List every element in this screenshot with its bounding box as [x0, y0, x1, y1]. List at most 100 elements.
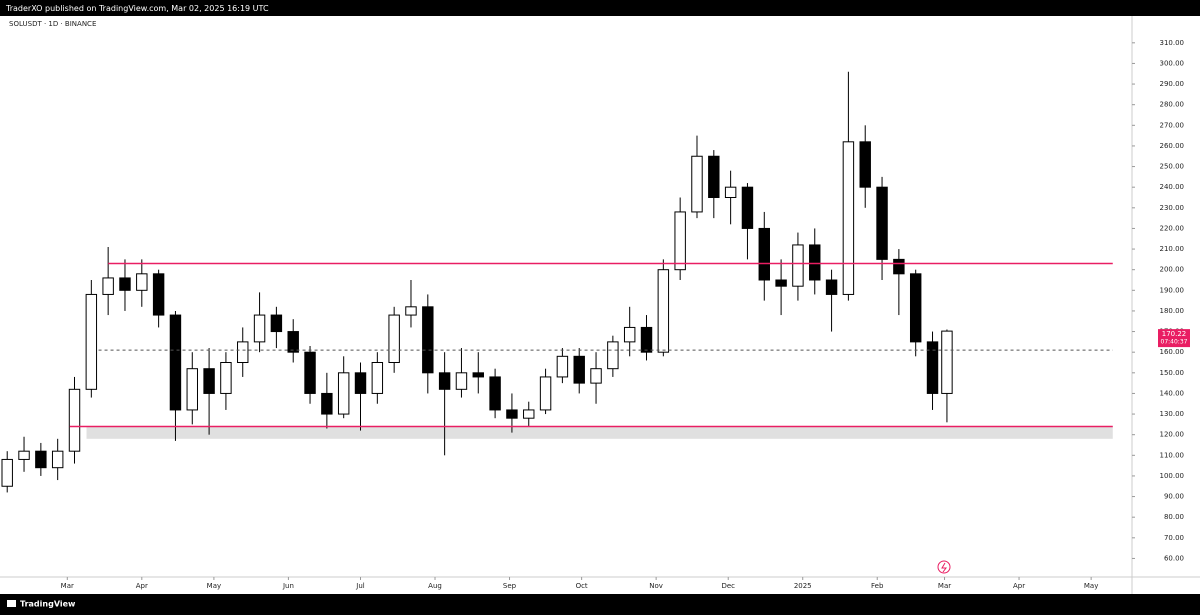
candle-body	[253, 314, 266, 343]
candle-body	[859, 141, 871, 188]
y-tick-label: 300.00	[1160, 59, 1185, 67]
candle-body	[169, 314, 182, 411]
candle-body	[640, 326, 653, 353]
candle-body	[741, 186, 754, 229]
event-icon	[937, 560, 951, 574]
candle-body	[941, 330, 953, 394]
candle-body	[270, 314, 283, 333]
y-tick-label: 200.00	[1160, 266, 1185, 274]
candle-body	[607, 341, 619, 370]
y-tick-label: 310.00	[1160, 39, 1185, 47]
last-price-box	[1158, 329, 1190, 348]
y-tick-label: 260.00	[1160, 142, 1185, 150]
candle-body	[1, 458, 13, 487]
candle-body	[472, 372, 484, 378]
candle-body	[422, 306, 434, 374]
y-tick-label: 180.00	[1160, 307, 1185, 315]
x-tick-label: Jul	[355, 582, 365, 590]
symbol: SOLUSDT · 1D · BINANCE	[9, 20, 96, 28]
x-tick-label: May	[1084, 582, 1098, 590]
y-tick-label: 80.00	[1164, 513, 1184, 521]
y-tick-label: 110.00	[1160, 451, 1185, 459]
x-tick-label: May	[207, 582, 221, 590]
candle-body	[758, 227, 770, 281]
candle-body	[237, 341, 249, 363]
candle-body	[590, 368, 602, 384]
x-tick-label: Jun	[282, 582, 294, 590]
y-tick-label: 250.00	[1160, 163, 1185, 171]
candle-body	[321, 392, 333, 415]
y-tick-label: 150.00	[1160, 369, 1185, 377]
y-tick-label: 270.00	[1160, 121, 1185, 129]
x-tick-label: 2025	[794, 582, 812, 590]
candle-body	[102, 277, 114, 295]
x-tick-label: Apr	[1013, 582, 1025, 590]
y-tick-label: 230.00	[1160, 204, 1185, 212]
x-tick-label: Mar	[938, 582, 951, 590]
y-tick-label: 90.00	[1164, 493, 1184, 501]
candle-body	[220, 362, 232, 394]
y-tick-label: 240.00	[1160, 183, 1185, 191]
candle-body	[708, 155, 720, 198]
candle-body	[657, 269, 670, 353]
y-tick-label: 160.00	[1160, 348, 1185, 356]
candle-body	[523, 409, 535, 419]
candle-body	[724, 186, 737, 198]
candle-body	[825, 279, 838, 295]
x-tick-label: Nov	[649, 582, 663, 590]
candle-body	[792, 244, 804, 287]
y-tick-label: 120.00	[1160, 431, 1185, 439]
candle-body	[926, 341, 939, 394]
x-tick-label: Feb	[871, 582, 884, 590]
candle-body	[438, 372, 451, 390]
candle-body	[119, 277, 131, 291]
candle-body	[623, 326, 636, 343]
bottom-bar	[0, 594, 1200, 615]
x-tick-label: Aug	[428, 582, 442, 590]
candle-body	[85, 293, 98, 390]
candle-body	[287, 331, 299, 353]
candle-body	[573, 355, 585, 384]
candle-body	[506, 409, 518, 419]
candle-body	[405, 306, 417, 316]
x-tick-label: Apr	[136, 582, 148, 590]
candle-body	[35, 450, 47, 469]
y-tick-label: 190.00	[1160, 286, 1185, 294]
y-tick-label: 220.00	[1160, 224, 1185, 232]
y-tick-label: 100.00	[1160, 472, 1185, 480]
footer: TradingView	[20, 600, 76, 609]
x-tick-label: Oct	[576, 582, 588, 590]
y-tick-label: 140.00	[1160, 389, 1185, 397]
candle-body	[674, 211, 686, 271]
candle-body	[775, 279, 787, 287]
candle-body	[18, 450, 30, 460]
candle-body	[51, 450, 64, 469]
candle-body	[304, 351, 316, 394]
event-icon-bolt	[941, 562, 947, 573]
candle-body	[186, 368, 198, 411]
candle-body	[809, 244, 821, 281]
candle-body	[152, 273, 165, 316]
candle-body	[388, 314, 400, 363]
x-tick-label: Sep	[503, 582, 517, 590]
y-tick-label: 60.00	[1164, 554, 1184, 562]
y-tick-label: 130.00	[1160, 410, 1185, 418]
candle-body	[556, 355, 569, 378]
y-tick-label: 70.00	[1164, 534, 1184, 542]
candle-body	[371, 362, 384, 394]
x-tick-label: Dec	[721, 582, 735, 590]
y-tick-label: 210.00	[1160, 245, 1185, 253]
candle-body	[842, 141, 855, 295]
y-tick-label: 290.00	[1160, 80, 1185, 88]
candle-body	[68, 388, 81, 452]
top-bar	[0, 0, 1200, 16]
candle-body	[354, 372, 367, 394]
candle-body	[337, 372, 350, 415]
last-price-label: 170.22	[1162, 330, 1187, 338]
countdown-label: 07:40:37	[1161, 339, 1188, 346]
logo	[7, 600, 16, 607]
support-zone	[86, 426, 1113, 439]
x-tick-label: Mar	[61, 582, 74, 590]
candle-body	[489, 376, 501, 411]
